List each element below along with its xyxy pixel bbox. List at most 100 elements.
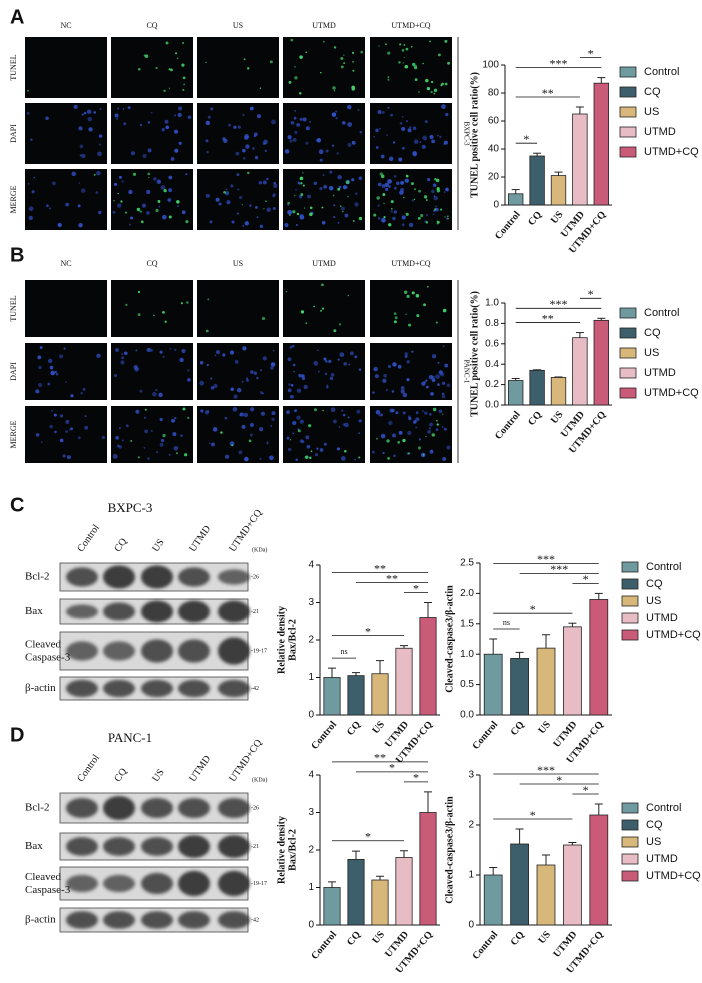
lane-label: Control [75,753,102,785]
tunel-signal [140,220,144,224]
significance-label: * [583,572,589,586]
nucleus [122,108,125,110]
nucleus [388,420,393,426]
nucleus [358,419,362,423]
tunel-signal [207,298,210,301]
nucleus [222,353,226,357]
tunel-signal [418,91,420,93]
nucleus [301,439,305,444]
unit-label: (KDa) [252,776,267,783]
tunel-signal [403,290,408,294]
nucleus [210,107,214,111]
nucleus [377,217,381,220]
nucleus [87,116,93,122]
nucleus [385,187,389,192]
legend-label: UTMD [646,853,678,865]
column-label: UTMD+CQ [391,259,430,268]
nucleus [54,370,57,373]
nucleus [162,214,167,220]
tunel-signal [444,82,448,86]
nucleus [392,362,397,367]
significance-label: * [588,46,594,60]
nucleus [432,183,437,187]
nucleus [305,141,309,145]
blot-band [103,874,135,893]
nucleus [341,121,346,125]
nucleus [130,216,134,220]
nucleus [372,391,375,394]
nucleus [254,132,258,137]
legend-swatch [619,307,637,319]
tunel-signal [265,200,267,202]
tunel-signal [436,187,440,191]
tunel-signal [393,320,397,324]
nucleus [205,139,209,143]
micrograph [197,37,279,98]
tunel-signal [394,316,398,320]
tunel-signal [321,206,324,209]
legend-swatch [621,836,639,848]
nucleus [294,409,297,413]
x-tick-label: US [549,409,566,426]
nucleus [347,122,353,127]
tunel-signal [430,90,433,94]
tunel-signal [300,310,305,314]
bar [323,887,341,926]
nucleus [52,181,56,186]
tunel-signal [403,56,406,58]
nucleus [127,106,131,110]
nucleus [348,363,351,366]
nucleus [303,384,308,390]
nucleus [86,109,92,115]
nucleus [77,436,81,440]
nucleus [324,372,328,376]
tunel-signal [358,456,361,459]
nucleus [27,183,30,185]
protein-label: β-actin [25,914,56,926]
nucleus [235,151,240,156]
tunel-signal [130,439,133,442]
size-label: -42 [251,686,259,692]
nucleus [427,429,432,434]
bar [536,864,556,926]
nucleus [272,349,275,352]
bar [395,647,413,716]
nucleus [233,394,238,399]
nucleus [135,349,138,352]
nucleus [81,113,84,116]
nucleus [115,348,119,352]
tunel-signal [321,283,324,287]
tunel-signal [417,446,422,450]
nucleus [116,117,119,120]
nucleus [381,217,386,223]
tunel-signal [387,78,390,81]
tunel-signal [351,51,355,54]
nucleus [254,155,259,160]
tunel-signal [310,450,313,453]
nucleus [402,146,405,150]
tunel-signal [440,208,443,211]
micrograph [283,406,365,463]
nucleus [266,442,269,445]
nucleus [230,184,234,188]
blot-band [178,870,210,897]
nucleus [373,135,375,138]
nucleus [236,173,240,177]
significance-label: *** [537,763,555,777]
nucleus [78,223,83,228]
tunel-signal [436,423,439,426]
tunel-signal [425,199,428,201]
tunel-signal [422,453,425,456]
nucleus [199,380,205,386]
nucleus [422,135,427,141]
bar [593,319,609,406]
nucleus [296,415,301,420]
nucleus [243,412,249,418]
nucleus [394,186,397,190]
legend-swatch [621,802,639,814]
blot-band [178,679,210,698]
x-tick-label: Control [493,409,523,442]
tunel-signal [299,176,304,181]
tunel-signal [261,316,266,321]
nucleus [351,140,356,145]
